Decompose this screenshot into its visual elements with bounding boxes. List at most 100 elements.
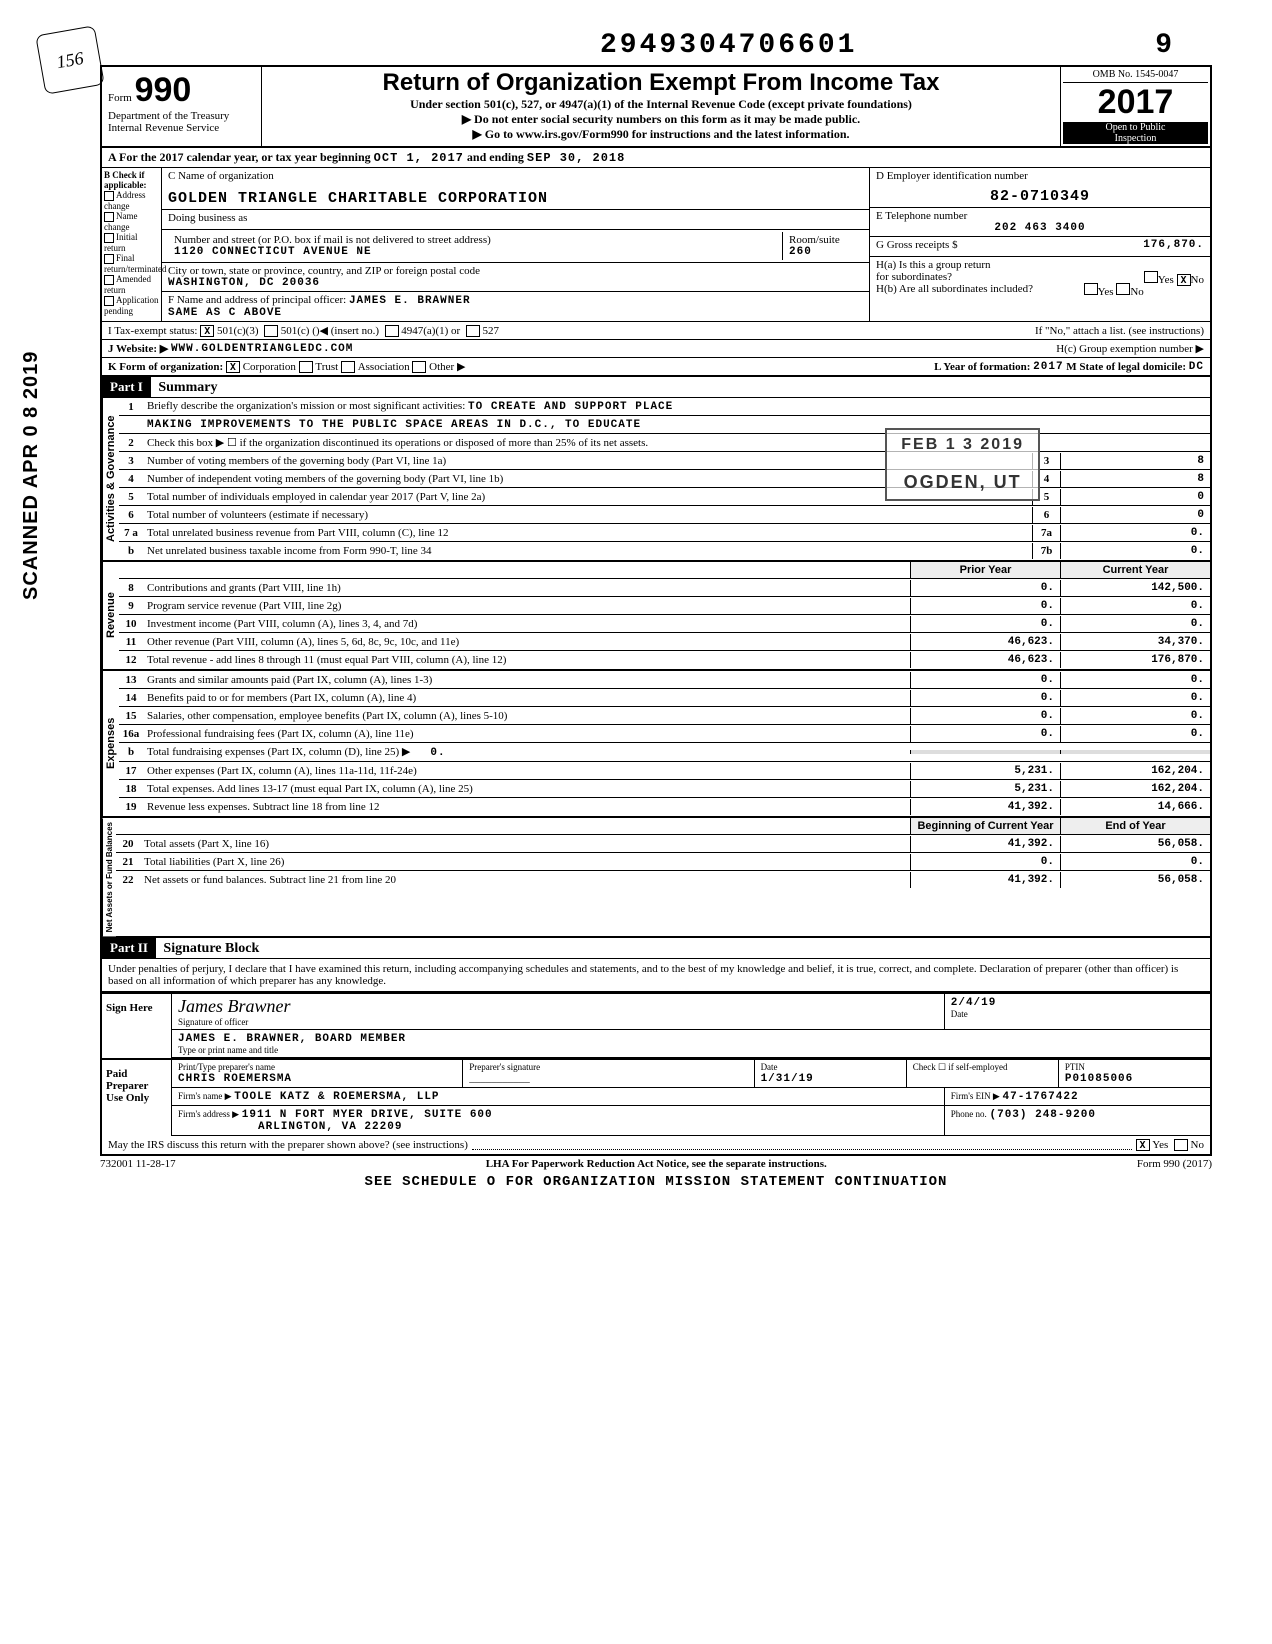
form-note-2: ▶ Go to www.irs.gov/Form990 for instruct…: [268, 127, 1054, 142]
d-label: D Employer identification number: [876, 170, 1204, 182]
data-row: 21 Total liabilities (Part X, line 26) 0…: [116, 853, 1210, 871]
officer-name: JAMES E. BRAWNER: [349, 295, 471, 307]
governance-label: Activities & Governance: [102, 398, 119, 560]
line-a-mid: and ending: [467, 150, 524, 164]
k-opt-3: Other ▶: [429, 360, 465, 373]
pt-label: Print/Type preparer's name: [178, 1062, 456, 1072]
line-number: 7 a: [119, 525, 143, 541]
ha-label-2: for subordinates?: [876, 271, 952, 283]
data-row: 13 Grants and similar amounts paid (Part…: [119, 671, 1210, 689]
governance-row: 3 Number of voting members of the govern…: [119, 452, 1210, 470]
current-year-value: 176,870.: [1060, 652, 1210, 668]
line-text: Total expenses. Add lines 13-17 (must eq…: [143, 781, 910, 797]
stamp-place: OGDEN, UT: [901, 472, 1024, 493]
governance-row: 7 a Total unrelated business revenue fro…: [119, 524, 1210, 542]
discuss-no-box: [1174, 1139, 1188, 1151]
part-1-header: Part I Summary: [102, 377, 1210, 398]
received-stamp: FEB 1 3 2019 OGDEN, UT: [885, 428, 1040, 501]
k-opt-0: Corporation: [243, 361, 296, 373]
k-opt-2: Association: [358, 361, 410, 373]
ha-no: No: [1191, 274, 1204, 286]
b-opt-3: Final return/terminated: [104, 253, 159, 274]
data-row: 8 Contributions and grants (Part VIII, l…: [119, 579, 1210, 597]
k-assoc-box: [341, 361, 355, 373]
part-2-badge: Part II: [102, 938, 156, 958]
i-4947-box: [385, 325, 399, 337]
governance-row: 4 Number of independent voting members o…: [119, 470, 1210, 488]
line-value: 0: [1060, 489, 1210, 505]
ln-2: 2: [119, 435, 143, 451]
b-opt-0: Address change: [104, 190, 159, 211]
ptin-label: PTIN: [1065, 1062, 1204, 1072]
current-year-value: 0.: [1060, 616, 1210, 632]
line-value: 8: [1060, 471, 1210, 487]
room-label: Room/suite: [789, 234, 857, 246]
k-trust-box: [299, 361, 313, 373]
firm-name: TOOLE KATZ & ROEMERSMA, LLP: [234, 1091, 439, 1103]
section-b-f: B Check if applicable: Address change Na…: [102, 168, 1210, 322]
line-text: Total unrelated business revenue from Pa…: [143, 525, 1032, 541]
governance-section: Activities & Governance 1 Briefly descri…: [102, 398, 1210, 562]
mission-line-1: TO CREATE AND SUPPORT PLACE: [468, 401, 673, 413]
current-year-value: 0.: [1060, 726, 1210, 742]
dba-label: Doing business as: [168, 212, 247, 224]
k-corp-box: X: [226, 361, 240, 373]
line-text: Total fundraising expenses (Part IX, col…: [143, 743, 910, 761]
form-subtitle: Under section 501(c), 527, or 4947(a)(1)…: [268, 97, 1054, 112]
governance-row: b Net unrelated business taxable income …: [119, 542, 1210, 560]
i-527-box: [466, 325, 480, 337]
line-number: 15: [119, 708, 143, 724]
footer-left: 732001 11-28-17: [100, 1158, 176, 1170]
form-prefix: Form: [108, 92, 132, 104]
col-prior-year: Prior Year: [910, 562, 1060, 578]
governance-row: 5 Total number of individuals employed i…: [119, 488, 1210, 506]
ha-label: H(a) Is this a group return: [876, 259, 1204, 271]
current-year-value: 162,204.: [1060, 763, 1210, 779]
prior-year-value: 41,392.: [910, 872, 1060, 888]
prior-year-value: 5,231.: [910, 781, 1060, 797]
line-number: 21: [116, 854, 140, 870]
prior-year-value: 41,392.: [910, 799, 1060, 815]
data-row: 12 Total revenue - add lines 8 through 1…: [119, 651, 1210, 669]
line-text: Salaries, other compensation, employee b…: [143, 708, 910, 724]
part-1-badge: Part I: [102, 377, 151, 397]
discuss-yes-box: X: [1136, 1139, 1150, 1151]
m-label: M State of legal domicile:: [1066, 361, 1186, 373]
b-opt-2: Initial return: [104, 232, 159, 253]
line-box: 6: [1032, 507, 1060, 523]
data-row: 20 Total assets (Part X, line 16) 41,392…: [116, 835, 1210, 853]
tax-year-begin: OCT 1, 2017: [374, 151, 464, 165]
form-header: Form 990 Department of the Treasury Inte…: [102, 67, 1210, 148]
prior-year-value: 0.: [910, 854, 1060, 870]
line-value: 0: [1060, 507, 1210, 523]
officer-label: F Name and address of principal officer:: [168, 294, 346, 306]
line-text: Net assets or fund balances. Subtract li…: [140, 872, 910, 888]
current-year-value: 56,058.: [1060, 836, 1210, 852]
prior-year-value: 46,623.: [910, 652, 1060, 668]
firm-label: Firm's name ▶: [178, 1091, 232, 1101]
col-current-year: Current Year: [1060, 562, 1210, 578]
prior-year-value: 46,623.: [910, 634, 1060, 650]
sign-date-label: Date: [951, 1009, 1204, 1019]
prior-year-value: 0.: [910, 690, 1060, 706]
form-number: 990: [135, 71, 192, 109]
ha-no-box: X: [1177, 274, 1191, 286]
firm-addr-1: 1911 N FORT MYER DRIVE, SUITE 600: [242, 1109, 493, 1121]
l-label: L Year of formation:: [934, 361, 1030, 373]
e-label: E Telephone number: [876, 210, 1204, 222]
line-number: 14: [119, 690, 143, 706]
line-a: A For the 2017 calendar year, or tax yea…: [102, 148, 1210, 168]
top-row: 2949304706601 9: [100, 30, 1212, 61]
col-beginning: Beginning of Current Year: [910, 818, 1060, 834]
ln-2-txt: Check this box ▶ ☐ if the organization d…: [143, 434, 1210, 451]
line-text: Total assets (Part X, line 16): [140, 836, 910, 852]
line-text: Other expenses (Part IX, column (A), lin…: [143, 763, 910, 779]
form-year: 2017: [1063, 83, 1208, 122]
current-year-value: 34,370.: [1060, 634, 1210, 650]
line-number: 10: [119, 616, 143, 632]
current-year-value: 162,204.: [1060, 781, 1210, 797]
expenses-label: Expenses: [102, 671, 119, 816]
data-row: 17 Other expenses (Part IX, column (A), …: [119, 762, 1210, 780]
i-opt1: 501(c)(3): [217, 325, 259, 337]
prior-year-value: 0.: [910, 580, 1060, 596]
